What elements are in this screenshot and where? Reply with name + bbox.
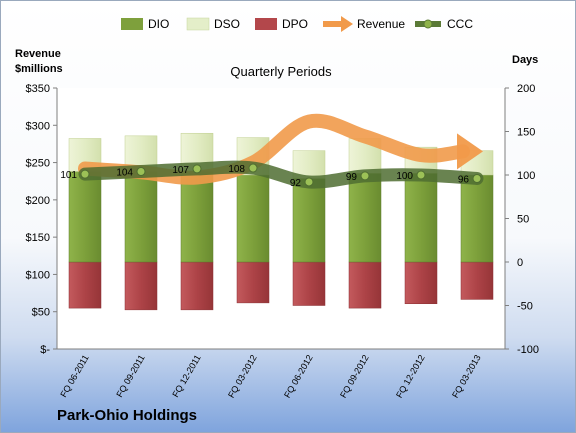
y-right-tick-label: 150 <box>517 127 535 139</box>
y-left-tick-label: $250 <box>26 158 50 170</box>
ccc-data-label: 108 <box>228 164 245 175</box>
ccc-data-label: 92 <box>290 178 302 189</box>
y-right-tick-label: 50 <box>517 214 529 226</box>
dio-bar <box>404 173 438 263</box>
ccc-data-label: 107 <box>172 165 189 176</box>
y-right-tick-label: -50 <box>517 301 533 313</box>
x-category-label: FQ 09-2012 <box>338 353 371 400</box>
ccc-line <box>78 160 484 189</box>
y-right-tick-label: 200 <box>517 83 535 95</box>
y-left-label-line2: $millions <box>15 63 63 75</box>
dio-bar <box>292 178 326 263</box>
legend-swatch-dpo <box>255 18 277 30</box>
ccc-point <box>80 169 90 179</box>
ccc-point <box>136 167 146 177</box>
dio-bar <box>460 174 494 263</box>
ccc-data-label: 101 <box>60 170 77 181</box>
y-right-tick-label: 100 <box>517 170 535 182</box>
revenue-arrowhead <box>457 133 483 170</box>
y-right-label: Days <box>512 54 538 66</box>
dpo-bar <box>404 261 438 305</box>
dio-bar <box>68 171 102 263</box>
legend-label-dso: DSO <box>214 17 240 31</box>
dpo-bar <box>124 261 158 311</box>
dpo-bar <box>460 261 494 300</box>
dpo-bar <box>68 261 102 309</box>
ccc-data-label: 96 <box>458 174 470 185</box>
y-right-tick-label: 0 <box>517 257 523 269</box>
legend-label-revenue: Revenue <box>357 17 405 31</box>
y-left-tick-label: $350 <box>26 83 50 95</box>
x-category-label: FQ 06-2011 <box>58 353 90 399</box>
x-category-label: FQ 12-2012 <box>394 353 427 400</box>
legend-label-dpo: DPO <box>282 17 308 31</box>
ccc-point <box>416 170 426 180</box>
dpo-bar <box>180 261 214 311</box>
ccc-point <box>360 171 370 181</box>
ccc-point <box>192 164 202 174</box>
legend-swatch-dso <box>186 17 210 31</box>
ccc-point <box>304 177 314 187</box>
y-left-label-line1: Revenue <box>15 48 61 60</box>
x-category-label: FQ 09-2011 <box>114 353 146 399</box>
x-category-label: FQ 06-2012 <box>282 353 315 400</box>
legend-label-ccc: CCC <box>447 17 473 31</box>
y-left-tick-label: $50 <box>32 307 50 319</box>
y-left-tick-label: $300 <box>26 120 50 132</box>
y-left-tick-label: $100 <box>26 269 50 281</box>
dio-bar <box>348 173 382 263</box>
y-left-tick-label: $- <box>40 344 50 356</box>
dio-bar <box>180 171 214 263</box>
legend-swatch-revenue <box>323 16 353 32</box>
legend: DIO DSO DPO Revenue CCC <box>121 16 473 32</box>
dpo-bar <box>292 261 326 306</box>
ccc-data-label: 104 <box>116 168 133 179</box>
dpo-bar <box>236 261 270 304</box>
legend-swatch-ccc <box>415 19 441 29</box>
ccc-point <box>472 173 482 183</box>
y-left-tick-label: $150 <box>26 232 50 244</box>
x-category-label: FQ 03-2013 <box>450 353 483 400</box>
x-category-label: FQ 12-2011 <box>170 353 202 399</box>
company-name: Park-Ohio Holdings <box>57 407 197 424</box>
legend-label-dio: DIO <box>148 17 169 31</box>
legend-swatch-dio <box>121 18 143 30</box>
dio-bar <box>124 171 158 263</box>
ccc-data-label: 100 <box>396 171 413 182</box>
plot-area <box>57 88 505 349</box>
x-category-label: FQ 03-2012 <box>226 353 259 400</box>
chart-title: Quarterly Periods <box>230 64 332 79</box>
y-right-tick-label: -100 <box>517 344 539 356</box>
dio-bar <box>236 174 270 263</box>
ccc-point <box>248 163 258 173</box>
dpo-bar <box>348 261 382 309</box>
ccc-data-label: 99 <box>346 172 358 183</box>
y-left-tick-label: $200 <box>26 195 50 207</box>
